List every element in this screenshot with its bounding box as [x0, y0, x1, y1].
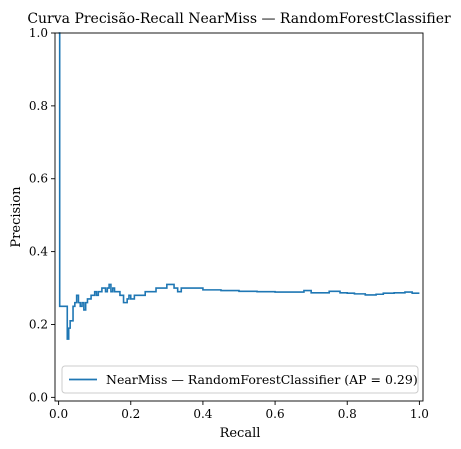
x-axis-ticks: 0.0 0.2 0.4 0.6 0.8 1.0 [49, 401, 429, 421]
x-tick-label: 1.0 [410, 407, 429, 421]
x-tick-label: 0.4 [193, 407, 212, 421]
legend-box [61, 365, 419, 394]
x-tick-label: 0.6 [266, 407, 285, 421]
series-line-0 [58, 32, 420, 340]
y-tick-label: 0.6 [29, 172, 48, 186]
y-axis-label: Precision [9, 186, 24, 248]
series-layer [58, 32, 420, 340]
y-tick-label: 0.4 [29, 245, 48, 259]
y-tick-label: 1.0 [29, 26, 48, 40]
y-tick-label: 0.8 [29, 99, 48, 113]
chart-title: Curva Precisão-Recall NearMiss — RandomF… [27, 11, 451, 27]
y-axis-ticks: 0.0 0.2 0.4 0.6 0.8 1.0 [29, 26, 55, 404]
x-tick-label: 0.0 [49, 407, 68, 421]
plot-frame [54, 32, 424, 402]
x-axis-label: Recall [220, 426, 261, 441]
x-tick-label: 0.2 [121, 407, 140, 421]
x-tick-label: 0.8 [338, 407, 357, 421]
y-tick-label: 0.2 [29, 317, 48, 331]
y-tick-label: 0.0 [29, 390, 48, 404]
legend: NearMiss — RandomForestClassifier (AP = … [61, 365, 419, 394]
legend-entry: NearMiss — RandomForestClassifier (AP = … [106, 372, 418, 387]
